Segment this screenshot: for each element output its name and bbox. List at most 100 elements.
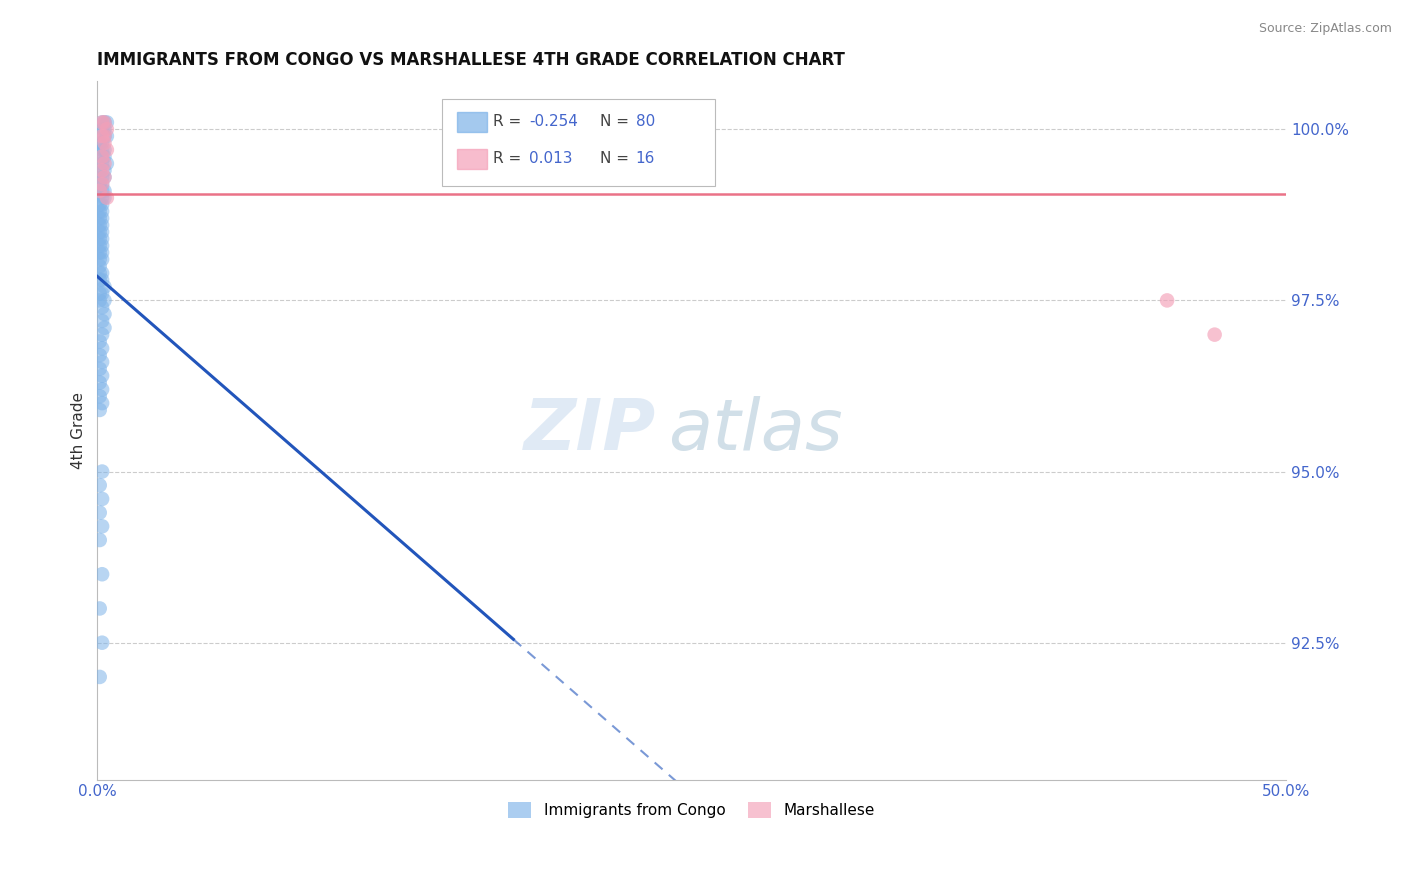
Y-axis label: 4th Grade: 4th Grade <box>72 392 86 469</box>
Text: -0.254: -0.254 <box>529 114 578 129</box>
Point <box>93 115 115 129</box>
Point <box>89 184 111 198</box>
Point <box>91 204 114 219</box>
Point <box>91 197 114 211</box>
Point <box>91 184 114 198</box>
Point <box>1156 293 1178 308</box>
Point <box>89 163 111 178</box>
Point <box>93 170 115 185</box>
Point <box>91 211 114 226</box>
Point <box>89 136 111 150</box>
Point <box>91 252 114 267</box>
Point <box>89 334 111 349</box>
Point <box>96 115 118 129</box>
Point <box>91 327 114 342</box>
Point <box>91 163 114 178</box>
Legend: Immigrants from Congo, Marshallese: Immigrants from Congo, Marshallese <box>502 797 882 824</box>
Point <box>89 232 111 246</box>
Point <box>93 129 115 144</box>
Point <box>89 348 111 362</box>
Text: 80: 80 <box>636 114 655 129</box>
Point <box>91 177 114 191</box>
Point <box>91 383 114 397</box>
Text: 0.013: 0.013 <box>529 152 572 166</box>
Point <box>89 478 111 492</box>
Point <box>93 150 115 164</box>
Point <box>89 238 111 252</box>
Point <box>91 355 114 369</box>
Point <box>96 191 118 205</box>
Point <box>89 177 111 191</box>
Point <box>89 362 111 376</box>
Point <box>91 519 114 533</box>
Point <box>91 636 114 650</box>
Point <box>91 218 114 232</box>
Point <box>89 211 111 226</box>
Point <box>91 245 114 260</box>
Point <box>91 286 114 301</box>
Point <box>96 129 118 144</box>
Point <box>93 115 115 129</box>
Point <box>91 129 114 144</box>
Point <box>89 403 111 417</box>
Point <box>91 177 114 191</box>
Point <box>91 143 114 157</box>
Point <box>93 307 115 321</box>
Point <box>96 143 118 157</box>
Point <box>91 225 114 239</box>
Point <box>91 273 114 287</box>
Point <box>96 122 118 136</box>
Point <box>93 129 115 144</box>
Point <box>89 259 111 273</box>
Point <box>93 170 115 185</box>
Point <box>89 204 111 219</box>
Point <box>89 252 111 267</box>
Text: atlas: atlas <box>668 396 842 465</box>
Point <box>91 238 114 252</box>
Point <box>93 136 115 150</box>
Point <box>91 368 114 383</box>
Point <box>89 376 111 390</box>
Point <box>91 136 114 150</box>
Point <box>89 218 111 232</box>
Text: 16: 16 <box>636 152 655 166</box>
Point <box>91 115 114 129</box>
Bar <box>457 149 488 169</box>
Point <box>91 465 114 479</box>
Point <box>89 293 111 308</box>
Point <box>89 245 111 260</box>
Text: IMMIGRANTS FROM CONGO VS MARSHALLESE 4TH GRADE CORRELATION CHART: IMMIGRANTS FROM CONGO VS MARSHALLESE 4TH… <box>97 51 845 69</box>
Point <box>91 396 114 410</box>
Point <box>93 293 115 308</box>
Point <box>91 150 114 164</box>
Text: N =: N = <box>600 114 628 129</box>
Text: Source: ZipAtlas.com: Source: ZipAtlas.com <box>1258 22 1392 36</box>
Point <box>91 314 114 328</box>
Text: N =: N = <box>600 152 628 166</box>
Point <box>91 170 114 185</box>
Point <box>91 266 114 280</box>
Point <box>91 232 114 246</box>
Point <box>89 286 111 301</box>
Point <box>93 279 115 293</box>
Point <box>91 191 114 205</box>
Point <box>1204 327 1226 342</box>
FancyBboxPatch shape <box>441 99 716 186</box>
Point <box>91 567 114 582</box>
Point <box>91 342 114 356</box>
Point <box>89 197 111 211</box>
Point <box>89 389 111 403</box>
Point <box>89 670 111 684</box>
Point <box>91 156 114 170</box>
Point <box>93 184 115 198</box>
Point <box>93 191 115 205</box>
Bar <box>457 112 488 132</box>
Text: R =: R = <box>494 152 522 166</box>
Point <box>91 491 114 506</box>
Point <box>89 601 111 615</box>
Point <box>89 225 111 239</box>
Point <box>91 115 114 129</box>
Point <box>91 150 114 164</box>
Point <box>91 122 114 136</box>
Point <box>93 156 115 170</box>
